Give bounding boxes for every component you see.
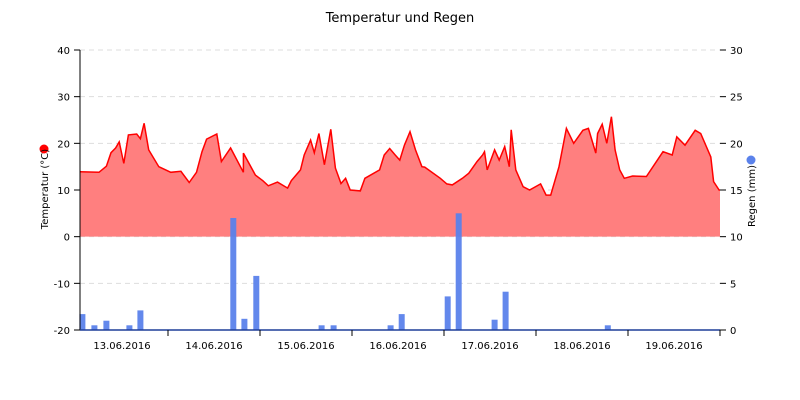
rain-bar[interactable] — [330, 325, 337, 330]
rain-bar[interactable] — [491, 319, 498, 330]
rain-bar[interactable] — [103, 320, 110, 330]
rain-bar[interactable] — [604, 325, 611, 330]
x-tick-label: 13.06.2016 — [93, 341, 150, 352]
left-tick-label: 0 — [64, 233, 70, 244]
left-tick-label: -10 — [54, 279, 70, 290]
x-tick-label: 17.06.2016 — [461, 341, 518, 352]
rain-bar[interactable] — [137, 310, 144, 330]
rain-bar[interactable] — [230, 218, 237, 330]
rain-bar-series — [79, 213, 611, 330]
rain-bar[interactable] — [444, 296, 451, 330]
right-tick-label: 0 — [730, 326, 736, 337]
rain-bar[interactable] — [455, 213, 462, 330]
right-tick-label: 10 — [730, 233, 743, 244]
rain-bar[interactable] — [79, 314, 86, 330]
right-y-axis-label: Regen (mm) — [747, 165, 758, 227]
left-tick-label: 30 — [57, 93, 70, 104]
left-tick-label: 40 — [57, 46, 70, 57]
temperature-line[interactable] — [79, 116, 720, 196]
right-tick-label: 5 — [730, 279, 736, 290]
x-tick-label: 18.06.2016 — [553, 341, 610, 352]
rain-bar[interactable] — [318, 325, 325, 330]
left-tick-label: -20 — [54, 326, 70, 337]
rain-bar[interactable] — [502, 291, 509, 330]
left-tick-label: 10 — [57, 186, 70, 197]
x-tick-label: 15.06.2016 — [277, 341, 334, 352]
rain-bar[interactable] — [241, 318, 248, 330]
x-tick-label: 19.06.2016 — [645, 341, 702, 352]
right-tick-label: 15 — [730, 186, 743, 197]
rain-bar[interactable] — [253, 275, 260, 330]
right-y-axis-ticks: 30 25 20 15 10 5 0 — [720, 46, 743, 337]
rain-bar[interactable] — [398, 314, 405, 330]
left-y-axis-label: Temperatur (°C) — [40, 149, 51, 230]
rain-legend-dot[interactable] — [746, 155, 756, 165]
x-tick-label: 16.06.2016 — [369, 341, 426, 352]
x-tick-label: 14.06.2016 — [185, 341, 242, 352]
rain-bar[interactable] — [91, 325, 98, 330]
temperature-legend-dot[interactable] — [39, 144, 49, 154]
rain-bar[interactable] — [387, 325, 394, 330]
right-tick-label: 30 — [730, 46, 743, 57]
temperature-fill — [80, 116, 720, 237]
temperature-area-series — [79, 116, 720, 237]
right-tick-label: 25 — [730, 93, 743, 104]
left-tick-label: 20 — [57, 139, 70, 150]
rain-bar[interactable] — [126, 325, 133, 330]
right-tick-label: 20 — [730, 139, 743, 150]
left-y-axis-ticks: 40 30 20 10 0 -10 -20 — [54, 46, 80, 337]
chart-title: Temperatur und Regen — [325, 11, 475, 26]
x-axis-ticks: 13.06.2016 14.06.2016 15.06.2016 16.06.2016… — [93, 330, 721, 352]
